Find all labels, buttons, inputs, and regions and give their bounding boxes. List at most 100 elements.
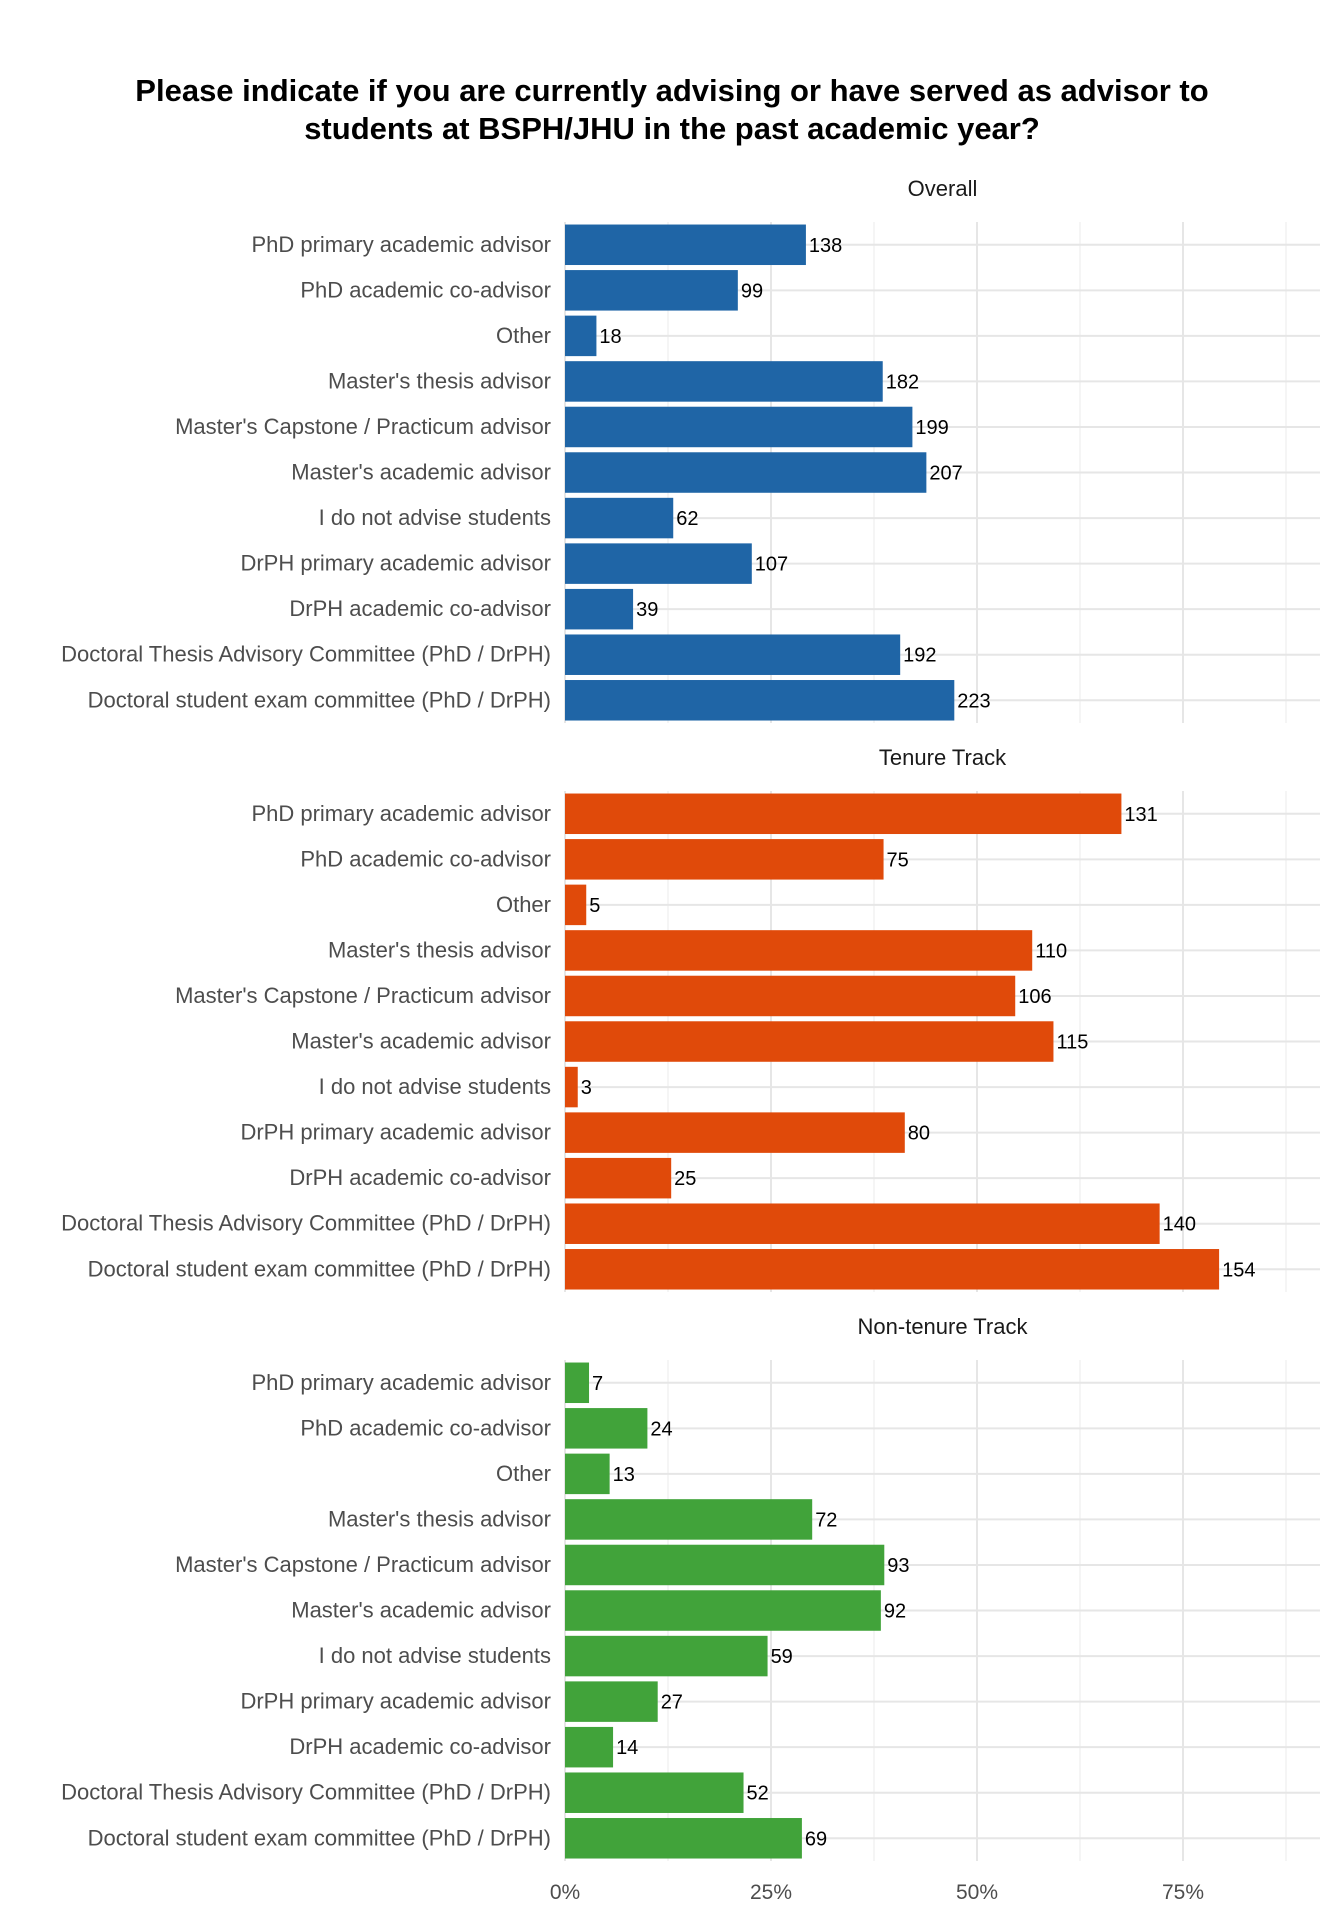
facet-strip-label: Overall <box>908 176 978 201</box>
x-tick-label: 25% <box>750 1881 792 1904</box>
bar <box>565 1066 578 1108</box>
data-label: 75 <box>887 849 909 871</box>
category-label: Master's thesis advisor <box>328 937 551 962</box>
category-label: DrPH primary academic advisor <box>240 551 551 576</box>
data-label: 62 <box>676 508 698 530</box>
bar <box>565 588 634 630</box>
data-label: 24 <box>650 1418 672 1440</box>
category-label: PhD primary academic advisor <box>251 801 551 826</box>
bar <box>565 1021 1054 1062</box>
data-label: 154 <box>1222 1259 1255 1281</box>
bar <box>565 1635 768 1677</box>
data-label: 199 <box>915 417 948 439</box>
data-label: 25 <box>674 1168 696 1190</box>
category-label: Master's Capstone / Practicum advisor <box>175 1552 551 1577</box>
data-label: 140 <box>1163 1214 1196 1236</box>
data-label: 106 <box>1018 986 1051 1008</box>
bar <box>565 1112 905 1153</box>
data-label: 27 <box>661 1692 683 1714</box>
category-label: Master's thesis advisor <box>328 368 551 393</box>
bar <box>565 1362 590 1404</box>
data-label: 80 <box>908 1123 930 1145</box>
bar <box>565 452 927 493</box>
data-label: 14 <box>616 1737 638 1759</box>
data-label: 182 <box>886 371 919 393</box>
data-label: 99 <box>741 280 763 302</box>
facet-strip-label: Non-tenure Track <box>858 1314 1029 1339</box>
category-label: I do not advise students <box>319 505 551 530</box>
data-label: 110 <box>1035 940 1067 962</box>
bar <box>565 1681 658 1722</box>
data-label: 138 <box>809 235 842 257</box>
data-label: 115 <box>1056 1032 1088 1054</box>
category-label: DrPH primary academic advisor <box>240 1120 551 1145</box>
category-label: Master's Capstone / Practicum advisor <box>175 414 551 439</box>
data-label: 5 <box>589 895 600 917</box>
category-label: I do not advise students <box>319 1074 551 1099</box>
category-label: Doctoral Thesis Advisory Committee (PhD … <box>61 642 551 667</box>
chart-title-line-2: students at BSPH/JHU in the past academi… <box>304 111 1040 146</box>
category-label: PhD academic co-advisor <box>300 277 551 302</box>
bar <box>565 1590 881 1631</box>
data-label: 107 <box>755 554 788 576</box>
bar <box>565 930 1033 971</box>
data-label: 72 <box>815 1509 837 1531</box>
category-label: Doctoral Thesis Advisory Committee (PhD … <box>61 1780 551 1805</box>
bar <box>565 497 674 539</box>
category-label: Doctoral student exam committee (PhD / D… <box>88 1825 551 1850</box>
bar <box>565 634 901 675</box>
data-label: 93 <box>887 1555 909 1577</box>
category-label: Master's academic advisor <box>291 1598 551 1623</box>
bar <box>565 361 883 402</box>
bar <box>565 1249 1220 1290</box>
bar <box>565 975 1016 1017</box>
category-label: Other <box>496 323 551 348</box>
bar <box>565 543 752 584</box>
bar <box>565 270 738 311</box>
data-label: 69 <box>805 1828 827 1850</box>
category-label: Master's thesis advisor <box>328 1506 551 1531</box>
bar <box>565 1157 672 1199</box>
bar <box>565 680 955 721</box>
category-label: PhD academic co-advisor <box>300 1415 551 1440</box>
bar <box>565 1203 1160 1244</box>
category-label: Doctoral student exam committee (PhD / D… <box>88 1256 551 1281</box>
bar <box>565 793 1122 835</box>
bar <box>565 884 587 926</box>
category-label: PhD academic co-advisor <box>300 846 551 871</box>
category-label: I do not advise students <box>319 1643 551 1668</box>
bar <box>565 1499 813 1540</box>
category-label: Master's academic advisor <box>291 1029 551 1054</box>
x-tick-label: 0% <box>550 1881 580 1904</box>
bar <box>565 1544 885 1586</box>
data-label: 13 <box>613 1464 635 1486</box>
data-label: 39 <box>636 599 658 621</box>
bar <box>565 1772 744 1813</box>
category-label: Other <box>496 1461 551 1486</box>
category-label: PhD primary academic advisor <box>251 232 551 257</box>
category-label: Doctoral Thesis Advisory Committee (PhD … <box>61 1211 551 1236</box>
chart-title-line-1: Please indicate if you are currently adv… <box>135 73 1209 108</box>
category-label: DrPH academic co-advisor <box>289 1165 551 1190</box>
data-label: 52 <box>747 1783 769 1805</box>
category-label: DrPH academic co-advisor <box>289 596 551 621</box>
bar <box>565 224 806 266</box>
bar <box>565 1818 802 1859</box>
category-label: Doctoral student exam committee (PhD / D… <box>88 687 551 712</box>
bar <box>565 1453 610 1495</box>
data-label: 7 <box>592 1373 603 1395</box>
category-label: PhD primary academic advisor <box>251 1370 551 1395</box>
bar <box>565 406 913 448</box>
category-label: Other <box>496 892 551 917</box>
category-label: Master's academic advisor <box>291 460 551 485</box>
data-label: 223 <box>957 690 990 712</box>
bar <box>565 839 884 880</box>
data-label: 92 <box>884 1601 906 1623</box>
category-label: DrPH academic co-advisor <box>289 1734 551 1759</box>
chart-title: Please indicate if you are currently adv… <box>0 72 1344 148</box>
data-label: 3 <box>581 1077 592 1099</box>
bar <box>565 1726 614 1768</box>
facet-strip-label: Tenure Track <box>879 745 1007 770</box>
x-tick-label: 50% <box>956 1881 998 1904</box>
